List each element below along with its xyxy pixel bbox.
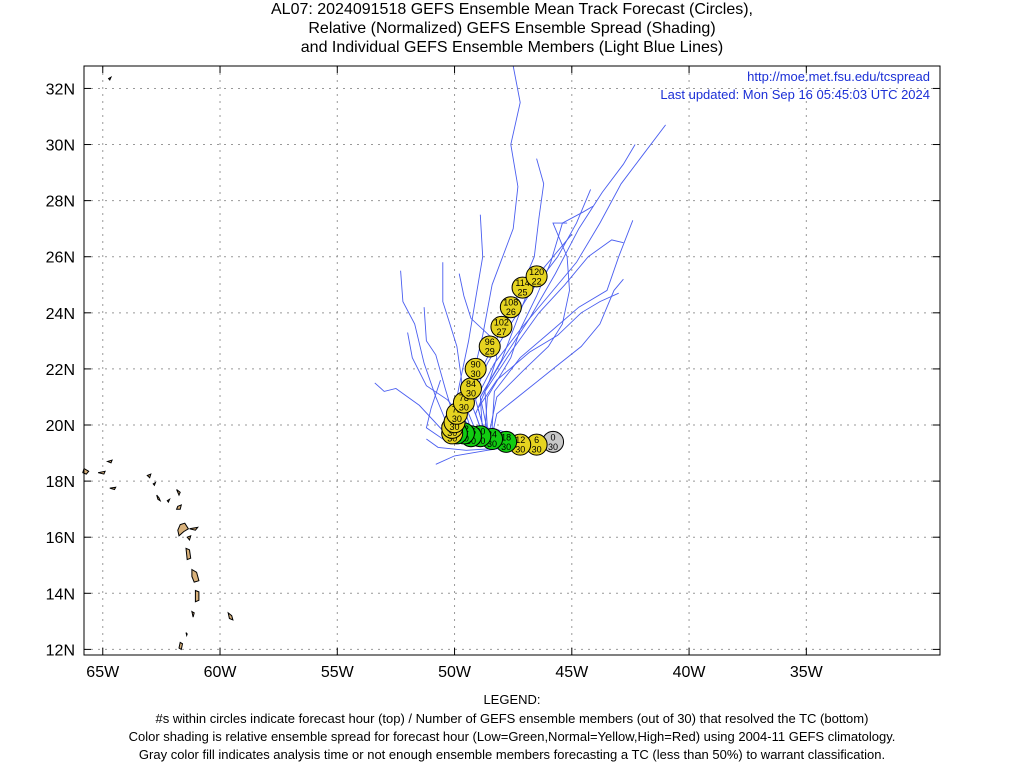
lat-tick-label: 26N	[46, 250, 75, 267]
mean-track-circle	[499, 296, 522, 319]
island	[178, 641, 184, 651]
forecast-hour-label: 12	[515, 435, 525, 445]
mean-track-circle	[478, 335, 501, 358]
member-count-label: 30	[459, 403, 469, 413]
forecast-hour-label: 84	[466, 379, 476, 389]
lat-tick-label: 16N	[46, 530, 75, 547]
member-count-label: 30	[466, 389, 476, 399]
member-count-label: 30	[487, 439, 497, 449]
mean-track-circle	[464, 357, 487, 380]
member-count-label: 30	[450, 422, 460, 432]
lat-tick-label: 12N	[46, 642, 75, 659]
chart-title-line-2: Relative (Normalized) GEFS Ensemble Spre…	[308, 20, 716, 37]
member-count-label: 22	[532, 276, 542, 286]
ensemble-member-track	[484, 239, 624, 443]
island	[191, 568, 200, 583]
member-count-label: 30	[452, 414, 462, 424]
islands-layer	[82, 76, 234, 651]
island	[146, 473, 152, 479]
ensemble-member-track	[477, 292, 619, 443]
lon-tick-label: 35W	[790, 664, 824, 681]
member-tracks-layer	[374, 65, 666, 465]
forecast-hour-label: 108	[503, 298, 518, 308]
island	[227, 611, 234, 621]
legend-line-1: #s within circles indicate forecast hour…	[155, 711, 869, 726]
island	[185, 547, 192, 561]
lat-tick-label: 18N	[46, 474, 75, 491]
chart-title-line-3: and Individual GEFS Ensemble Members (Li…	[300, 39, 724, 56]
lon-tick-label: 45W	[555, 664, 589, 681]
island	[186, 534, 192, 542]
member-count-label: 29	[485, 346, 495, 356]
lat-tick-label: 14N	[46, 586, 75, 603]
island	[109, 486, 117, 491]
credit-url[interactable]: http://moe.met.fsu.edu/tcspread	[747, 69, 930, 84]
member-count-label: 30	[471, 369, 481, 379]
island	[175, 504, 183, 510]
island	[105, 459, 113, 464]
forecast-hour-label: 6	[534, 435, 539, 445]
mean-track-circle	[490, 315, 513, 338]
island	[176, 489, 181, 497]
island	[185, 632, 188, 638]
member-count-label: 25	[518, 288, 528, 298]
member-count-label: 26	[506, 307, 516, 317]
lat-tick-label: 30N	[46, 138, 75, 155]
forecast-hour-label: 96	[485, 337, 495, 347]
legend-line-2: Color shading is relative ensemble sprea…	[128, 729, 896, 744]
forecast-hour-label: 120	[529, 267, 544, 277]
chart-title-line-1: AL07: 2024091518 GEFS Ensemble Mean Trac…	[271, 1, 753, 18]
forecast-hour-label: 18	[501, 432, 511, 442]
lon-tick-label: 60W	[204, 664, 238, 681]
island	[189, 526, 199, 531]
legend-line-3: Gray color fill indicates analysis time …	[138, 747, 886, 762]
island	[191, 610, 195, 618]
legend-heading: LEGEND:	[483, 692, 541, 707]
member-count-label: 30	[501, 442, 511, 452]
island	[107, 76, 113, 81]
lon-tick-label: 55W	[321, 664, 355, 681]
mean-track-circle	[525, 265, 548, 288]
lon-tick-label: 50W	[438, 664, 472, 681]
forecast-hour-label: 102	[494, 317, 509, 327]
forecast-hour-label: 24	[487, 430, 497, 440]
island	[156, 494, 162, 502]
mean-track-layer: 0306301230183024303030363042304830543060…	[441, 265, 565, 456]
forecast-hour-label: 0	[551, 432, 556, 442]
island	[177, 522, 190, 537]
last-updated-text: Last updated: Mon Sep 16 05:45:03 UTC 20…	[660, 87, 930, 102]
map-frame	[83, 65, 941, 656]
member-count-label: 27	[496, 327, 506, 337]
axis-ticks: 32N 30N 28N 26N 24N 22N 20N 18N 16N 14N 12N 65W 60W 5…	[46, 66, 940, 681]
island	[166, 498, 171, 504]
lon-tick-label: 40W	[673, 664, 707, 681]
lat-tick-label: 24N	[46, 306, 75, 323]
lat-tick-label: 28N	[46, 194, 75, 211]
mean-track-point: 630	[525, 433, 548, 456]
lat-tick-label: 20N	[46, 418, 75, 435]
ensemble-member-track	[475, 124, 666, 443]
forecast-hour-label: 90	[471, 359, 481, 369]
lat-tick-label: 22N	[46, 362, 75, 379]
member-count-label: 30	[515, 445, 525, 455]
map-grid	[84, 66, 940, 655]
forecast-hour-label: 114	[515, 278, 529, 288]
lon-tick-label: 65W	[86, 664, 120, 681]
island	[152, 481, 157, 487]
member-count-label: 30	[532, 445, 542, 455]
member-count-label: 30	[548, 442, 558, 452]
island	[194, 589, 200, 603]
forecast-hour-label: 78	[459, 393, 469, 403]
island	[97, 470, 106, 475]
lat-tick-label: 32N	[46, 81, 75, 98]
